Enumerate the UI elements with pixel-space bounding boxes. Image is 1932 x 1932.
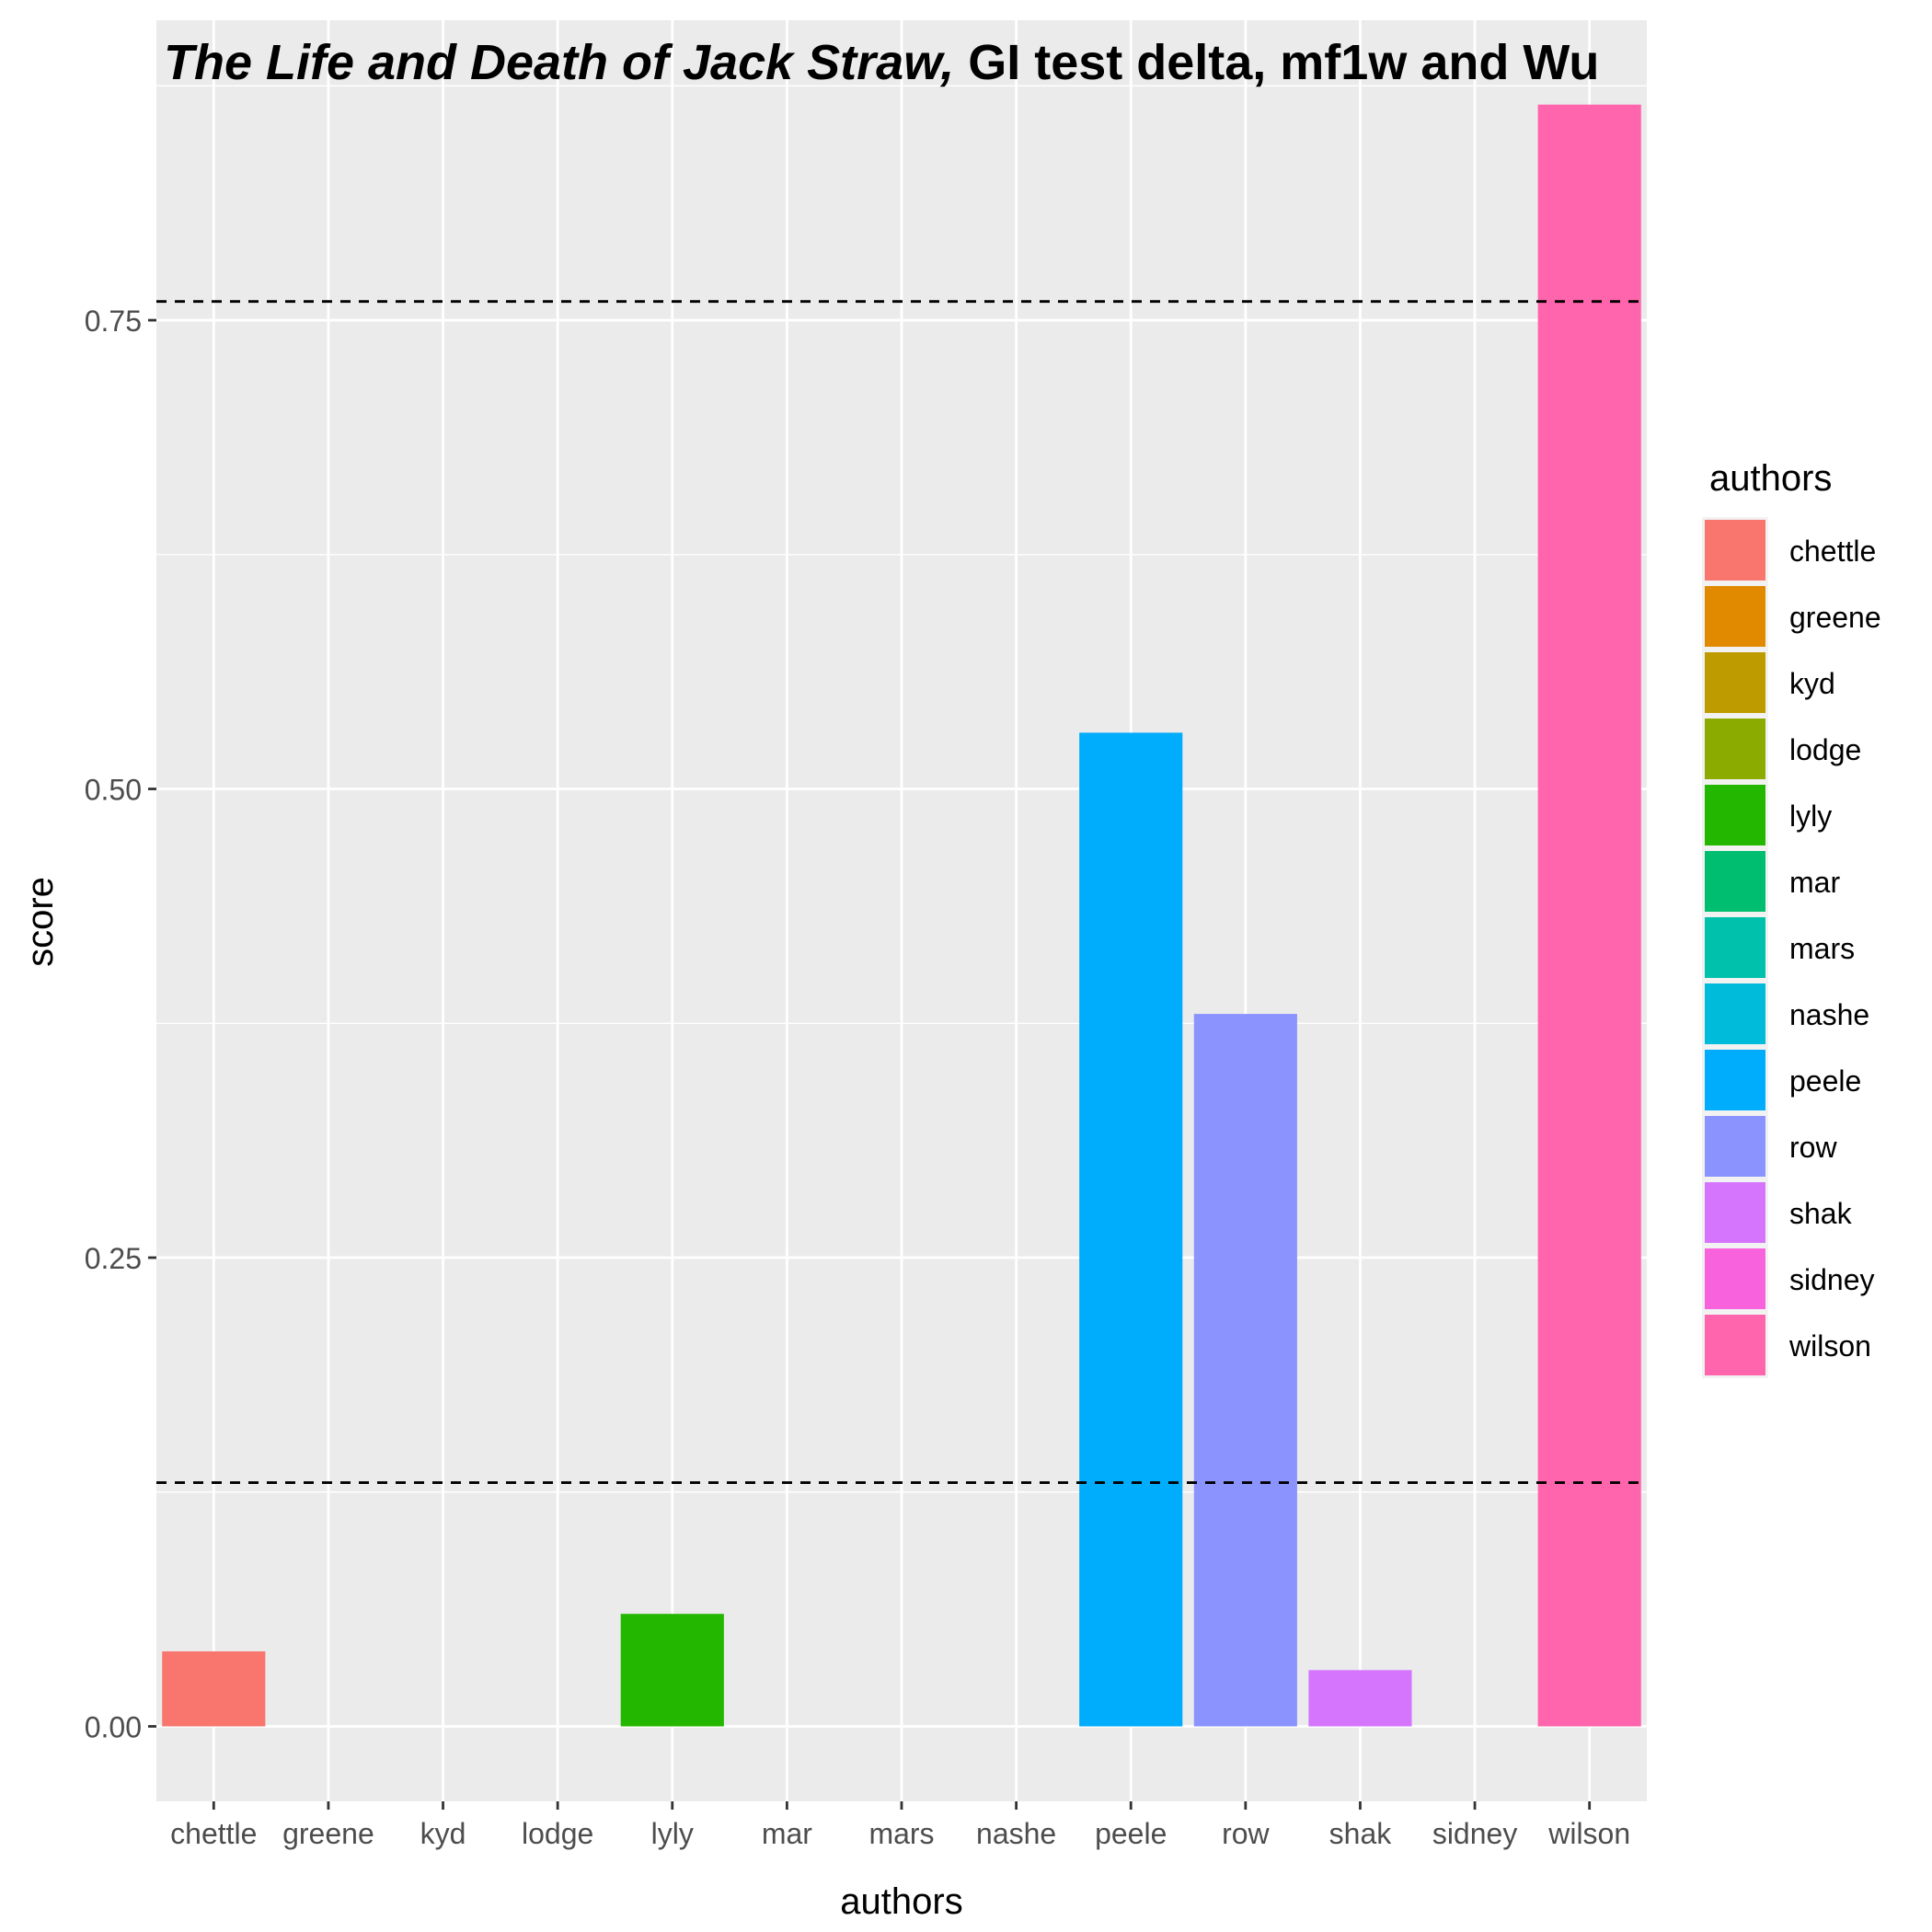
y-axis-title: score <box>20 877 61 967</box>
x-tick-label: sidney <box>1432 1817 1518 1850</box>
legend-label: wilson <box>1788 1329 1871 1363</box>
legend-item-chettle: chettle <box>1702 517 1876 583</box>
x-tick-label: mars <box>868 1817 934 1850</box>
x-tick-label: chettle <box>170 1817 257 1850</box>
legend-title: authors <box>1709 458 1832 499</box>
legend-item-peele: peele <box>1702 1047 1861 1113</box>
legend-item-wilson: wilson <box>1702 1312 1871 1378</box>
legend-item-nashe: nashe <box>1702 981 1869 1047</box>
x-tick-label: row <box>1222 1817 1270 1850</box>
legend-swatch <box>1705 719 1765 779</box>
legend-label: nashe <box>1789 998 1869 1031</box>
legend-label: mar <box>1789 866 1840 899</box>
major-gridlines <box>156 20 1647 1801</box>
legend-label: row <box>1789 1131 1837 1164</box>
legend-label: mars <box>1789 932 1855 965</box>
x-tick-label: lyly <box>651 1817 694 1850</box>
legend-swatch <box>1705 1248 1765 1309</box>
legend-swatch <box>1705 851 1765 912</box>
x-tick-label: wilson <box>1547 1817 1630 1850</box>
x-tick-label: greene <box>282 1817 374 1850</box>
bar-row <box>1193 1014 1297 1727</box>
chart-title-italic: The Life and Death of Jack Straw, <box>164 35 954 90</box>
legend-swatch <box>1705 520 1765 581</box>
legend-swatch <box>1705 785 1765 845</box>
y-axis: 0.00 0.25 0.50 0.75 <box>85 305 156 1743</box>
bar-peele <box>1079 732 1183 1727</box>
legend-swatch <box>1705 917 1765 978</box>
legend-item-row: row <box>1702 1113 1837 1179</box>
bar-wilson <box>1537 104 1641 1727</box>
legend-label: sidney <box>1789 1263 1875 1296</box>
legend-item-lodge: lodge <box>1702 716 1861 782</box>
legend-item-mars: mars <box>1702 914 1855 981</box>
x-tick-label: peele <box>1095 1817 1167 1850</box>
bar-shak <box>1308 1670 1412 1727</box>
x-tick-label: lodge <box>522 1817 593 1850</box>
legend-swatch <box>1705 1315 1765 1375</box>
y-tick-label: 0.50 <box>85 774 142 807</box>
x-axis-title: authors <box>840 1881 962 1922</box>
legend-label: lodge <box>1789 733 1861 766</box>
x-axis: chettle greene kyd lodge lyly mar mars nashe pee… <box>170 1801 1630 1850</box>
legend-item-greene: greene <box>1702 583 1881 650</box>
legend-label: greene <box>1789 601 1881 634</box>
legend-label: shak <box>1789 1197 1853 1230</box>
x-tick-label: kyd <box>420 1817 466 1850</box>
legend-label: lyly <box>1789 799 1832 833</box>
legend-label: peele <box>1789 1064 1861 1098</box>
y-tick-label: 0.00 <box>85 1710 142 1743</box>
legend-item-mar: mar <box>1702 848 1840 914</box>
legend-swatch <box>1705 983 1765 1044</box>
legend: chettle greene kyd lodge lyly mar mars nashe pee… <box>1702 517 1881 1378</box>
legend-item-kyd: kyd <box>1702 650 1835 716</box>
legend-swatch <box>1705 1050 1765 1110</box>
chart-title: The Life and Death of Jack Straw, GI tes… <box>164 35 1599 90</box>
bar-lyly <box>620 1614 724 1727</box>
legend-swatch <box>1705 652 1765 713</box>
bar-chettle <box>162 1650 266 1727</box>
legend-item-lyly: lyly <box>1702 782 1832 848</box>
bars <box>162 104 1641 1727</box>
legend-swatch <box>1705 1182 1765 1243</box>
legend-label: chettle <box>1789 535 1876 568</box>
legend-item-sidney: sidney <box>1702 1246 1875 1312</box>
y-tick-label: 0.25 <box>85 1242 142 1275</box>
x-tick-label: shak <box>1329 1817 1393 1850</box>
x-tick-label: mar <box>762 1817 812 1850</box>
legend-label: kyd <box>1789 667 1835 700</box>
threshold-lines <box>156 300 1647 1484</box>
legend-swatch <box>1705 586 1765 647</box>
y-tick-label: 0.75 <box>85 305 142 338</box>
legend-item-shak: shak <box>1702 1179 1853 1246</box>
x-tick-label: nashe <box>976 1817 1056 1850</box>
chart-title-rest: GI test delta, mf1w and Wu <box>954 35 1599 90</box>
legend-swatch <box>1705 1116 1765 1177</box>
